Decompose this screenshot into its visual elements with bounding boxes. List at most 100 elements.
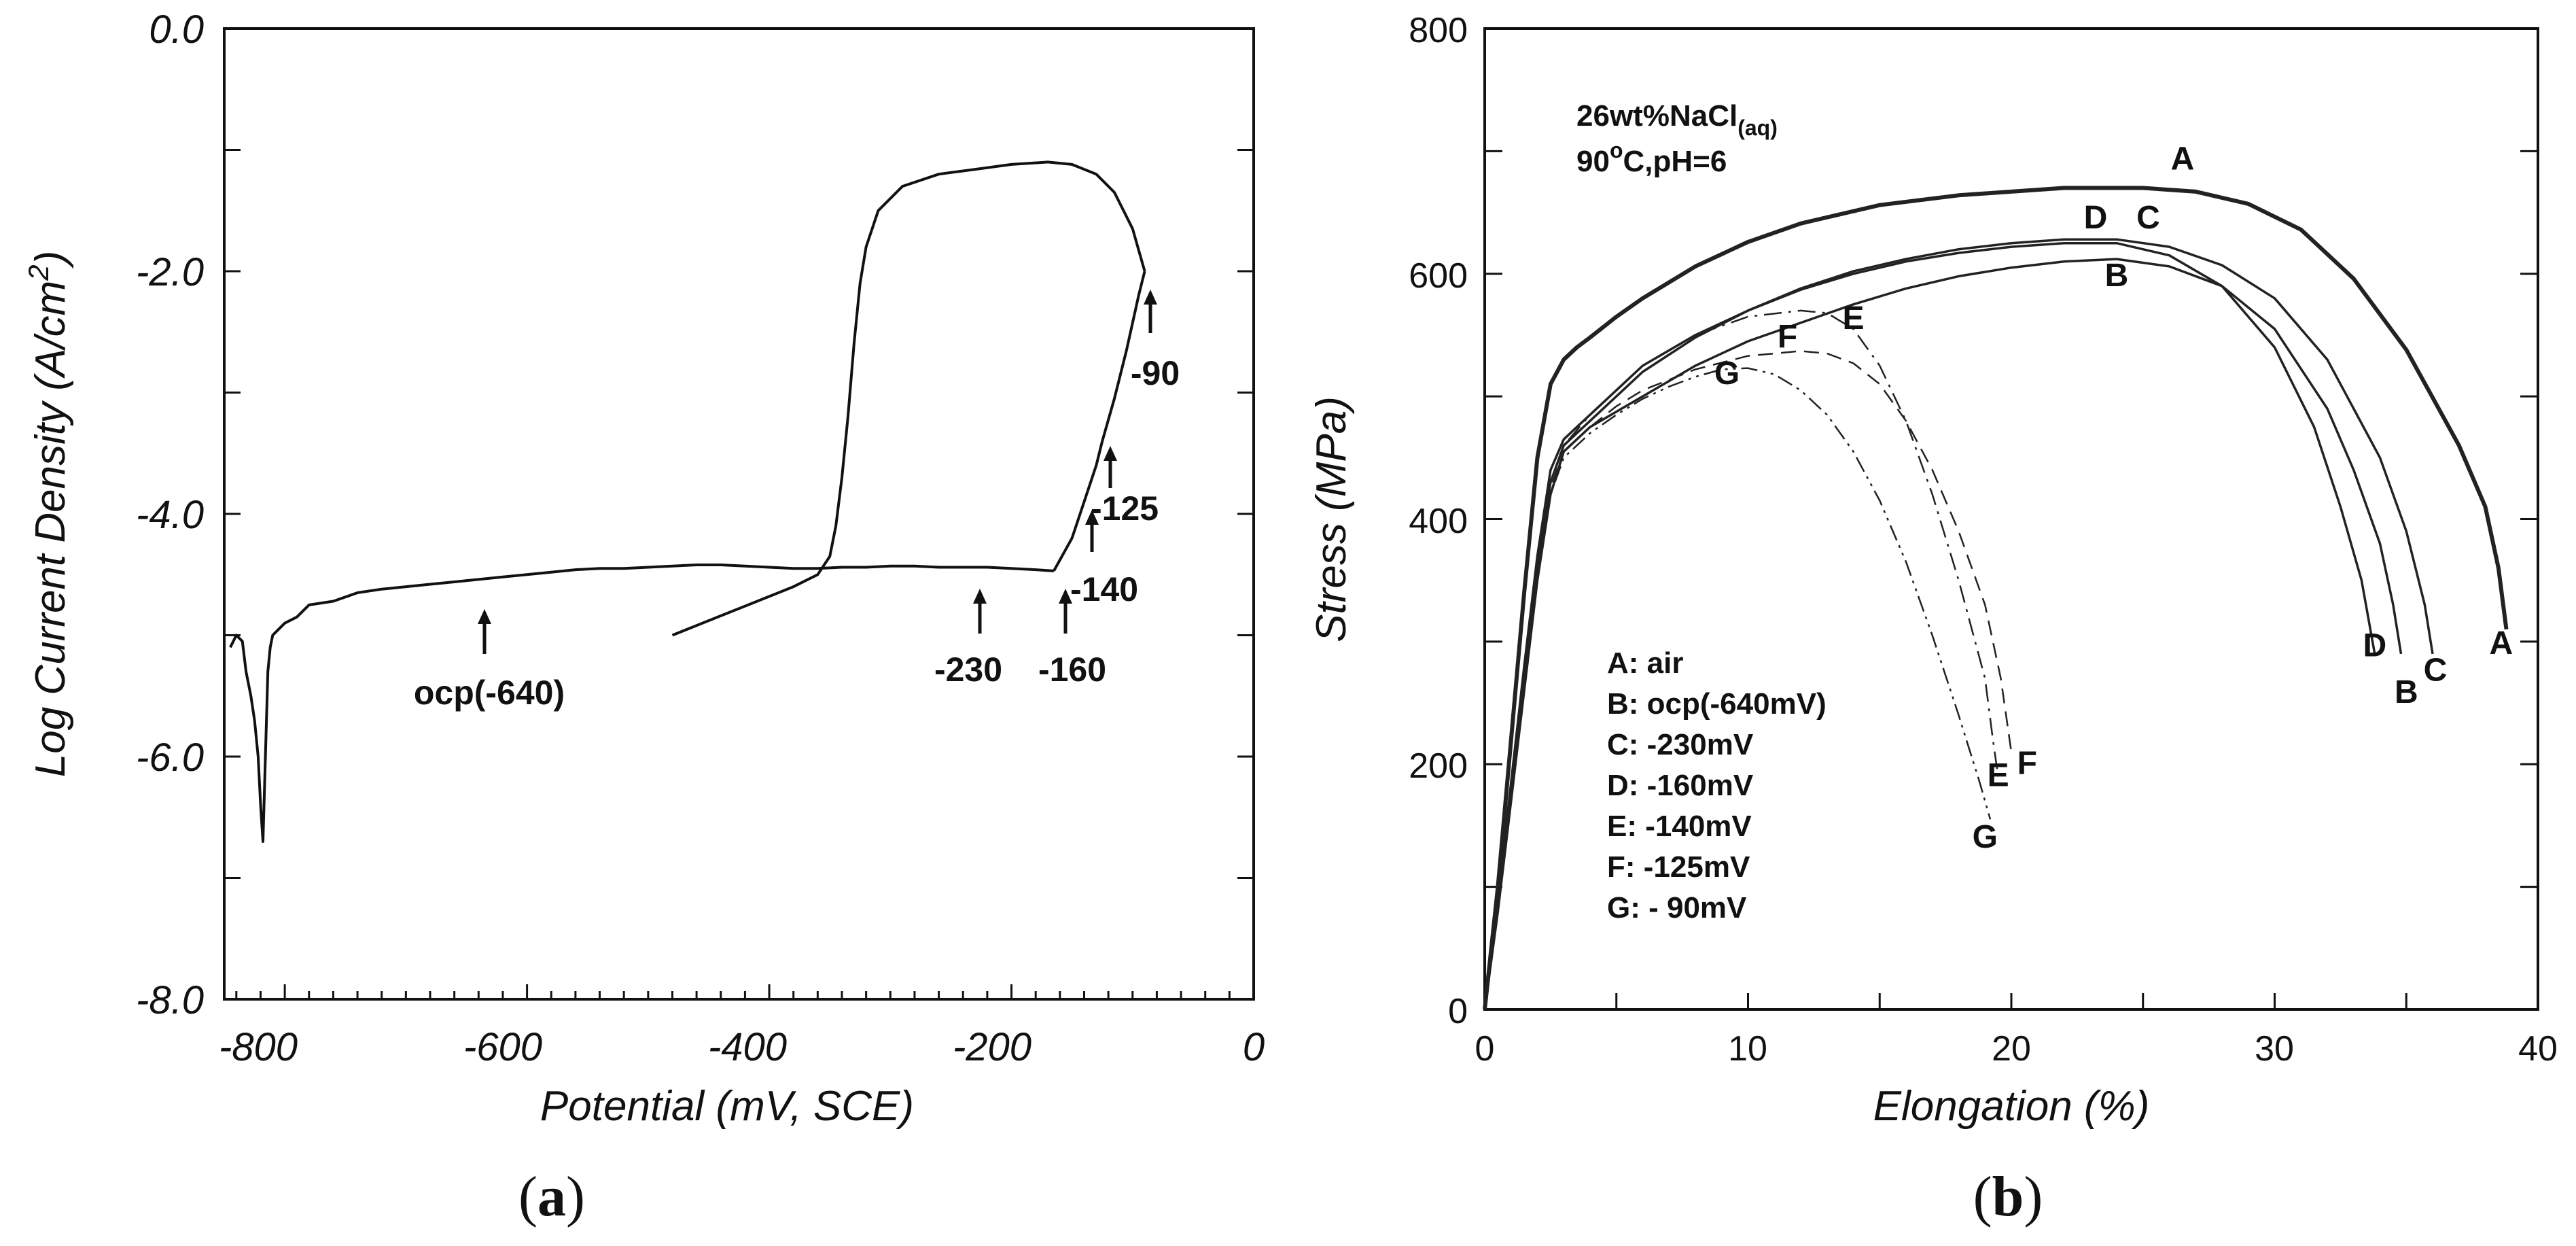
a-annotation-160: -160	[1038, 589, 1106, 689]
b-panel-label-letter: b	[1992, 1165, 2024, 1228]
b-series-line-c	[1483, 238, 2434, 1010]
a-annotation-90: -90	[1131, 290, 1180, 392]
b-legend-entry: B: ocp(-640mV)	[1607, 687, 1827, 721]
a-y-tick-label: -8.0	[136, 978, 204, 1022]
b-curve-label: A	[2171, 141, 2195, 177]
b-condition-line-2-a: 90	[1576, 145, 1610, 178]
b-x-tick-label: 10	[1728, 1029, 1767, 1069]
a-panel-label: (a)	[518, 1165, 585, 1228]
panel-b-ticks	[1483, 27, 2539, 1011]
a-y-tick-label: 0.0	[149, 7, 204, 52]
a-annotation-ocp: ocp(-640)	[414, 609, 565, 712]
a-panel-label-letter: a	[537, 1165, 566, 1228]
a-annotation-label: -230	[934, 651, 1002, 689]
b-legend-entry: A: air	[1607, 646, 1683, 680]
a-y-axis-title-main: Log Current Density (A/cm	[27, 281, 74, 777]
a-annotation-arrowhead	[1059, 589, 1072, 604]
b-curve-label: F	[2017, 746, 2037, 782]
b-series-line-f	[1483, 350, 2013, 1010]
b-legend: A: air B: ocp(-640mV) C: -230mV D: -160m…	[1607, 646, 1827, 924]
b-x-tick-label: 20	[1992, 1029, 2031, 1069]
b-x-tick-label: 40	[2518, 1029, 2558, 1069]
a-annotation-arrowhead	[478, 609, 491, 624]
b-curve-label: F	[1778, 319, 1797, 355]
b-condition-line-2-sup: o	[1610, 138, 1623, 162]
b-series-line-d	[1483, 241, 2376, 1010]
a-x-tick-label: -400	[708, 1025, 787, 1069]
panel-b-curves	[1483, 186, 2509, 1010]
a-annotation-arrowhead	[1085, 510, 1099, 525]
b-curve-label: E	[1842, 300, 1864, 336]
b-legend-entry: E: -140mV	[1607, 810, 1752, 843]
a-y-tick-label: -2.0	[136, 250, 204, 294]
b-y-tick-label: 600	[1409, 256, 1468, 296]
b-curve-label: C	[2424, 653, 2448, 689]
b-y-tick-label: 800	[1409, 11, 1468, 50]
b-legend-entry: G: - 90mV	[1607, 891, 1747, 924]
b-y-tick-label: 0	[1448, 992, 1468, 1031]
a-annotation-label: -140	[1070, 570, 1138, 608]
a-y-axis-title-sup: 2	[22, 264, 54, 281]
b-curve-label: D	[2363, 628, 2386, 664]
a-y-tick-label: -4.0	[136, 493, 204, 537]
panel-a-ticks	[224, 27, 1255, 1001]
b-series-line-e	[1483, 309, 1999, 1010]
a-annotation-label: ocp(-640)	[414, 674, 565, 712]
b-condition-line-1: 26wt%NaCl(aq)	[1576, 99, 1778, 140]
a-annotation-label: -125	[1091, 489, 1159, 527]
a-y-tick-label: -6.0	[136, 736, 204, 780]
b-panel-label: (b)	[1973, 1165, 2043, 1228]
b-y-tick-label: 400	[1409, 502, 1468, 541]
panel-a-curves	[229, 160, 1146, 843]
b-series-line-g	[1483, 367, 1992, 1010]
b-legend-entry: D: -160mV	[1607, 769, 1754, 802]
b-y-tick-label: 200	[1409, 746, 1468, 786]
a-annotation-125: -125	[1091, 446, 1159, 527]
a-annotation-label: -160	[1038, 651, 1106, 689]
panel-a-polarization-chart: 0.0 -2.0 -4.0 -6.0 -8.0 -800 -600 -400 -…	[22, 7, 1265, 1228]
a-annotation-230: -230	[934, 589, 1002, 689]
panel-a-tick-labels: 0.0 -2.0 -4.0 -6.0 -8.0 -800 -600 -400 -…	[136, 7, 1265, 1069]
panel-b-tick-labels: 800 600 400 200 0 0 10 20 30 40	[1409, 11, 2558, 1069]
b-curve-label: G	[1973, 819, 1998, 855]
a-x-tick-label: 0	[1243, 1025, 1265, 1069]
b-curve-label: G	[1714, 356, 1740, 392]
b-x-tick-label: 30	[2255, 1029, 2294, 1069]
b-series-line-a	[1483, 186, 2509, 1010]
a-annotation-arrowhead	[973, 589, 987, 604]
panel-b-stress-strain-chart: 800 600 400 200 0 0 10 20 30 40 Elongati…	[1308, 11, 2558, 1228]
b-curve-label: D	[2084, 200, 2108, 236]
b-condition-line-1-sub: (aq)	[1737, 116, 1778, 140]
a-annotation-arrowhead	[1144, 290, 1157, 305]
a-x-tick-label: -200	[953, 1025, 1031, 1069]
a-x-tick-label: -800	[219, 1025, 298, 1069]
a-annotation-arrowhead	[1104, 446, 1117, 461]
b-curve-label: B	[2105, 258, 2129, 294]
b-curve-label: E	[1988, 758, 2009, 794]
a-x-tick-label: -600	[463, 1025, 542, 1069]
b-condition-line-1-main: 26wt%NaCl	[1576, 99, 1737, 133]
a-x-axis-title: Potential (mV, SCE)	[540, 1083, 914, 1130]
panel-a-annotations: ocp(-640) -230 -160 -140 -125	[414, 290, 1180, 712]
b-x-axis-title: Elongation (%)	[1873, 1083, 2150, 1130]
b-curve-label: C	[2136, 200, 2160, 236]
b-condition-line-2-b: C,pH=6	[1623, 145, 1727, 178]
b-legend-entry: F: -125mV	[1607, 850, 1750, 884]
a-panel-label-open: (	[518, 1165, 537, 1228]
b-curve-label: A	[2489, 625, 2513, 661]
b-panel-label-close: )	[2024, 1165, 2043, 1228]
a-y-axis-title: Log Current Density (A/cm2)	[22, 251, 74, 777]
b-y-axis-title: Stress (MPa)	[1308, 396, 1355, 642]
a-panel-label-close: )	[566, 1165, 585, 1228]
a-annotation-label: -90	[1131, 354, 1180, 392]
b-curve-label: B	[2395, 674, 2418, 710]
a-series-line	[671, 160, 1146, 637]
a-annotation-140: -140	[1070, 510, 1138, 608]
b-condition-line-2: 90oC,pH=6	[1576, 138, 1727, 178]
a-series-line	[1053, 271, 1146, 572]
b-panel-label-open: (	[1973, 1165, 1992, 1228]
b-legend-entry: C: -230mV	[1607, 728, 1754, 761]
b-x-tick-label: 0	[1475, 1029, 1495, 1069]
